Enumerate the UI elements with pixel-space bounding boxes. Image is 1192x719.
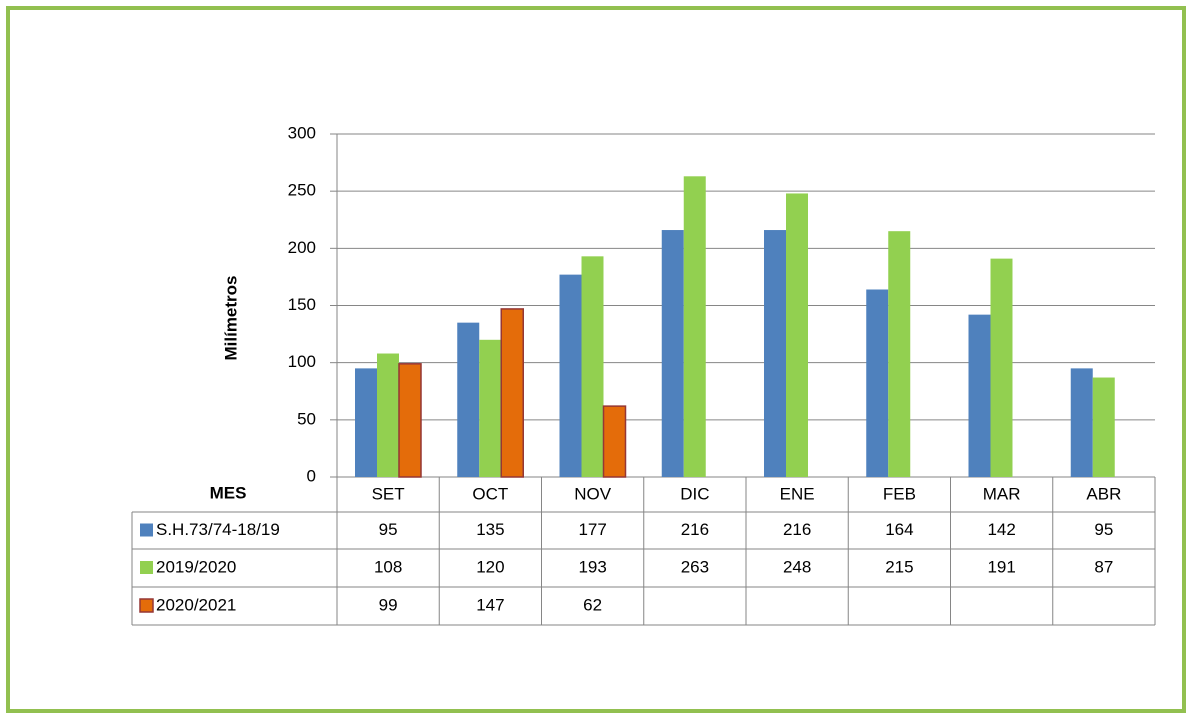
bar (990, 258, 1013, 477)
x-tick-label: ABR (1086, 484, 1121, 503)
bar (377, 353, 399, 477)
bar (866, 289, 889, 477)
table-value: 95 (1094, 520, 1113, 539)
bar (398, 363, 422, 478)
bar (786, 193, 808, 477)
x-tick-label: DIC (680, 484, 709, 503)
x-tick-label: SET (372, 484, 405, 503)
bar (500, 308, 524, 478)
bar (559, 274, 582, 477)
table-value: 191 (987, 557, 1015, 576)
table-value: 62 (583, 595, 602, 614)
table-value: 147 (476, 595, 504, 614)
x-tick-label: ENE (780, 484, 815, 503)
y-axis-title: Milímetros (221, 275, 240, 360)
table-value: 87 (1094, 557, 1113, 576)
bar (968, 314, 991, 477)
table-value: 135 (476, 520, 504, 539)
y-tick-label: 200 (288, 238, 316, 257)
bar (457, 322, 480, 477)
legend-key (139, 598, 154, 613)
y-tick-label: 300 (288, 123, 316, 142)
table-value: 216 (681, 520, 709, 539)
table-value: 108 (374, 557, 402, 576)
table-header: MES (210, 483, 247, 502)
table-value: 164 (885, 520, 913, 539)
legend-key (140, 523, 153, 537)
y-tick-label: 50 (297, 409, 316, 428)
table-value: 142 (987, 520, 1015, 539)
x-tick-label: FEB (883, 484, 916, 503)
table-value: 215 (885, 557, 913, 576)
table-value: 120 (476, 557, 504, 576)
bar (888, 231, 911, 477)
y-tick-label: 0 (307, 466, 316, 485)
y-tick-label: 250 (288, 181, 316, 200)
table-value: 99 (379, 595, 398, 614)
bar (683, 176, 706, 477)
legend-label: 2019/2020 (156, 557, 236, 576)
bar (581, 256, 604, 477)
legend-label: 2020/2021 (156, 595, 236, 614)
y-tick-label: 150 (288, 295, 316, 314)
table-value: 177 (578, 520, 606, 539)
legend-label: S.H.73/74-18/19 (156, 520, 280, 539)
bar (355, 368, 377, 477)
legend-key (140, 561, 153, 574)
table-value: 263 (681, 557, 709, 576)
x-tick-label: OCT (472, 484, 508, 503)
bar (1092, 377, 1115, 477)
x-tick-label: NOV (574, 484, 612, 503)
table-value: 95 (379, 520, 398, 539)
bar (764, 230, 786, 477)
x-tick-label: MAR (983, 484, 1021, 503)
bar (661, 230, 684, 477)
table-value: 248 (783, 557, 811, 576)
bar (1070, 368, 1093, 477)
y-tick-label: 100 (288, 352, 316, 371)
bar (479, 339, 502, 477)
bar (602, 405, 627, 478)
table-value: 193 (578, 557, 606, 576)
table-value: 216 (783, 520, 811, 539)
